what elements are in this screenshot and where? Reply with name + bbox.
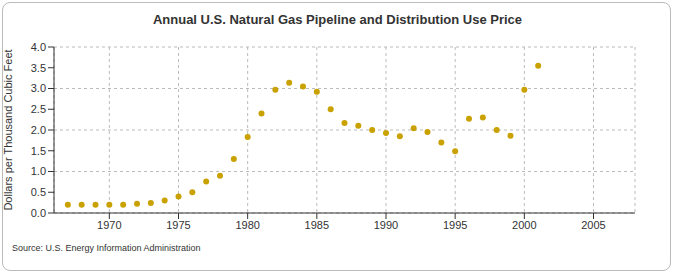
svg-text:1985: 1985 xyxy=(305,219,329,231)
svg-text:1.5: 1.5 xyxy=(31,145,46,157)
svg-text:1990: 1990 xyxy=(374,219,398,231)
svg-text:1980: 1980 xyxy=(235,219,259,231)
svg-text:4.0: 4.0 xyxy=(31,41,46,53)
svg-text:0.0: 0.0 xyxy=(31,207,46,219)
svg-text:1.0: 1.0 xyxy=(31,165,46,177)
svg-text:3.0: 3.0 xyxy=(31,82,46,94)
svg-text:2.5: 2.5 xyxy=(31,103,46,115)
svg-text:Dollars per Thousand Cubic Fee: Dollars per Thousand Cubic Feet xyxy=(8,49,14,210)
svg-text:3.5: 3.5 xyxy=(31,62,46,74)
svg-text:2005: 2005 xyxy=(581,219,605,231)
svg-text:1995: 1995 xyxy=(443,219,467,231)
html-text:Annual U.S. Natural Gas Pipeli: Annual U.S. Natural Gas Pipeline and Dis… xyxy=(152,12,523,27)
svg-text:2.0: 2.0 xyxy=(31,124,46,136)
svg-text:0.5: 0.5 xyxy=(31,186,46,198)
svg-text:1975: 1975 xyxy=(166,219,190,231)
svg-text:2000: 2000 xyxy=(512,219,536,231)
html-text:Source: U.S. Energy Informatio: Source: U.S. Energy Information Administ… xyxy=(12,243,201,253)
svg-text:1970: 1970 xyxy=(97,219,121,231)
